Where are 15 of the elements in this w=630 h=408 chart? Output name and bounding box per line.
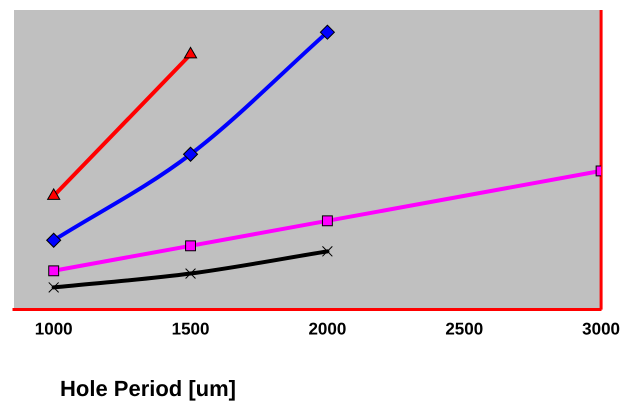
point (46, 232, 62, 248)
x-tick-label: 1000 (34, 319, 73, 338)
point (320, 24, 335, 40)
point (322, 246, 333, 257)
x-axis-title: Hole Period [um] (60, 376, 236, 402)
point (48, 282, 60, 293)
x-tick-label: 1500 (172, 319, 210, 338)
point (185, 240, 196, 252)
point (48, 265, 60, 276)
x-tick-label: 3000 (582, 319, 620, 338)
x-tick-label: 2000 (308, 319, 346, 338)
x-tick-label: 2500 (445, 319, 484, 338)
point (322, 215, 333, 226)
point (185, 268, 196, 279)
point (183, 146, 198, 162)
